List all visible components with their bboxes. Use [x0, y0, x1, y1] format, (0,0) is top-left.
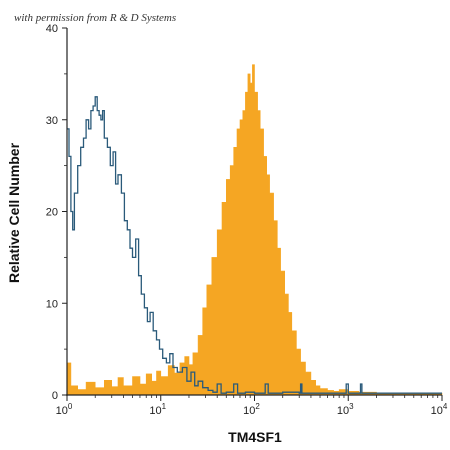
- histogram-outline-series: [67, 96, 442, 394]
- y-tick-label: 20: [46, 207, 58, 219]
- histogram-filled-series: [66, 64, 443, 396]
- watermark-text: with permission from R & D Systems: [14, 12, 176, 24]
- x-tick-label: 101: [149, 402, 166, 417]
- y-tick-label: 30: [46, 115, 58, 127]
- x-tick-label: 100: [56, 402, 73, 417]
- y-tick-label: 10: [46, 298, 58, 310]
- y-axis-title: Relative Cell Number: [6, 142, 22, 283]
- x-tick-label: 104: [431, 402, 448, 417]
- y-tick-label: 40: [46, 23, 58, 35]
- y-tick-label: 0: [52, 390, 58, 402]
- x-tick-label: 103: [337, 402, 354, 417]
- x-axis-title: TM4SF1: [228, 429, 282, 445]
- x-tick-label: 102: [243, 402, 260, 417]
- plot-area: 0 10 20 30 40 100 101 102 103 104: [46, 23, 448, 417]
